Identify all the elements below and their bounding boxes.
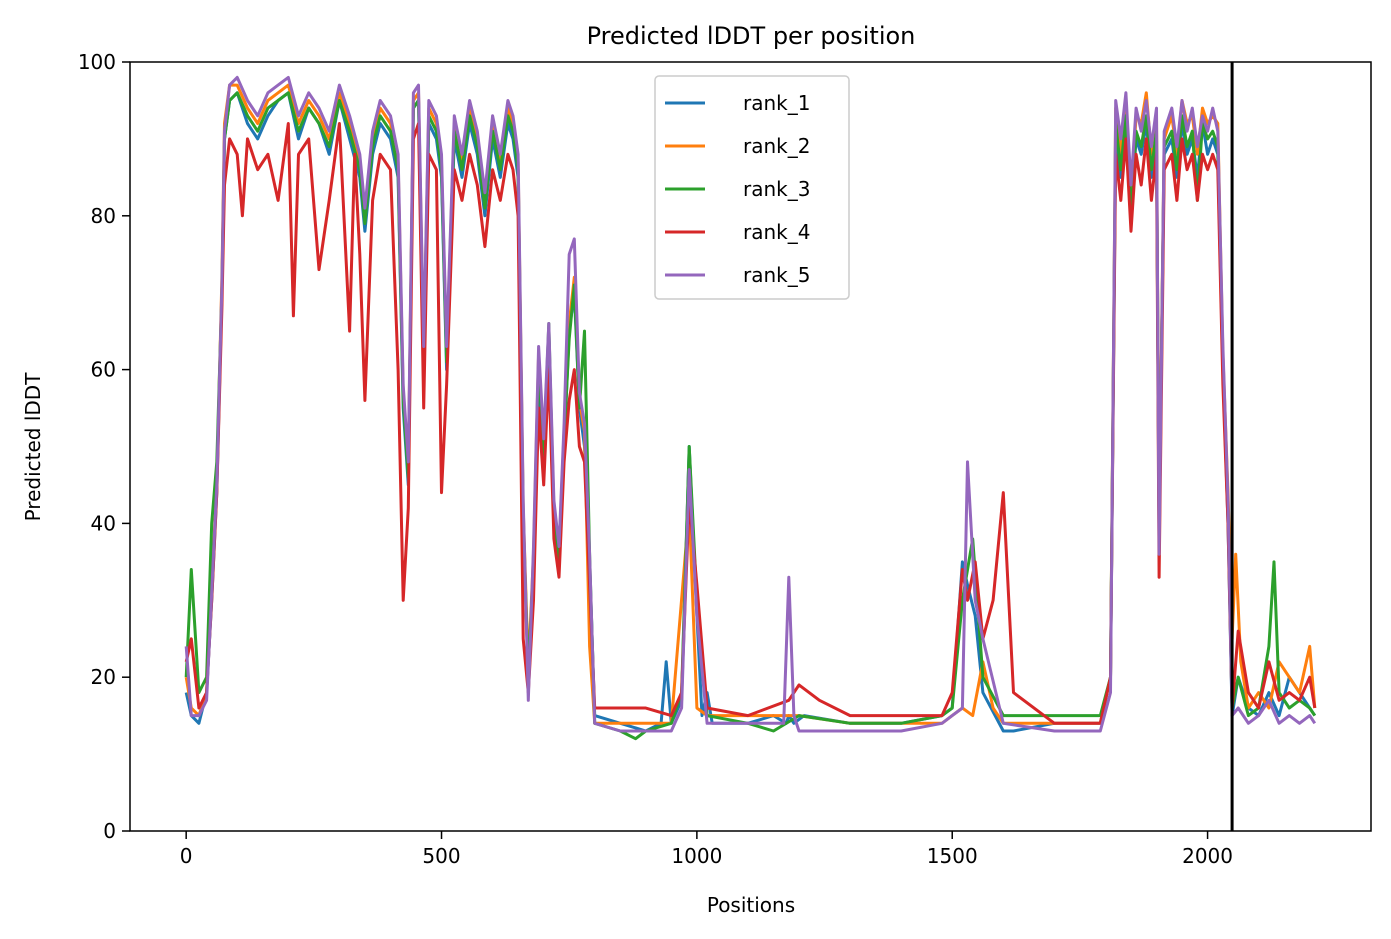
series-layer — [184, 75, 1317, 741]
series-line-rank_5 — [184, 75, 1317, 733]
chart-title: Predicted lDDT per position — [587, 22, 916, 50]
legend-label-rank_5: rank_5 — [743, 263, 810, 287]
x-tick-label: 1500 — [927, 844, 978, 868]
y-tick-label: 0 — [103, 819, 116, 843]
legend: rank_1 rank_2 rank_3 rank_4 rank_5 — [654, 75, 850, 300]
y-tick-label: 40 — [91, 511, 116, 535]
legend-box — [654, 75, 850, 300]
legend-label-rank_1: rank_1 — [743, 91, 810, 115]
y-tick-label: 100 — [78, 50, 116, 74]
x-tick-label: 500 — [422, 844, 460, 868]
legend-label-rank_2: rank_2 — [743, 134, 810, 158]
y-axis-ticks: 0 20 40 60 80 100 — [78, 50, 130, 843]
legend-label-rank_3: rank_3 — [743, 177, 810, 201]
y-tick-label: 20 — [91, 665, 116, 689]
plot-frame — [129, 61, 1372, 832]
legend-label-rank_4: rank_4 — [743, 220, 810, 244]
x-axis-label: Positions — [707, 893, 795, 917]
x-axis-ticks: 0 500 1000 1500 2000 — [180, 831, 1233, 868]
y-tick-label: 60 — [91, 358, 116, 382]
x-tick-label: 2000 — [1182, 844, 1233, 868]
series-line-rank_4 — [184, 122, 1317, 725]
series-line-rank_3 — [184, 91, 1317, 741]
y-tick-label: 80 — [91, 204, 116, 228]
y-axis-label: Predicted lDDT — [21, 372, 45, 522]
x-tick-label: 0 — [180, 844, 193, 868]
x-tick-label: 1000 — [671, 844, 722, 868]
